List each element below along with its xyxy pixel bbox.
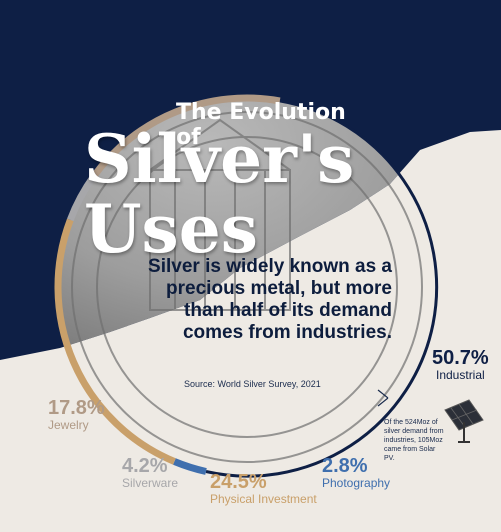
title-line-2: Silver's <box>84 120 355 198</box>
silverware-label-group: 4.2% Silverware <box>122 456 178 490</box>
jewelry-label-group: 17.8% Jewelry <box>48 398 105 432</box>
photography-label-group: 2.8% Photography <box>322 456 390 490</box>
title-line-1: The Evolution of <box>176 100 346 150</box>
silverware-percent: 4.2% <box>122 455 168 477</box>
ring-segment-silverware <box>67 174 97 222</box>
solar-panel-icon <box>444 399 484 443</box>
ring-segment-jewelry <box>91 94 281 179</box>
industrial-label: Industrial <box>436 368 485 382</box>
solar-note: Of the 524Moz of silver demand from indu… <box>384 419 444 462</box>
coin-image <box>58 98 436 463</box>
photography-percent: 2.8% <box>322 455 368 477</box>
industrial-label-group: 50.7% Industrial <box>432 348 489 382</box>
industrial-percent: 50.7% <box>432 347 489 369</box>
investment-percent: 24.5% <box>210 471 267 493</box>
title-line-3: Uses <box>84 190 258 268</box>
silverware-label: Silverware <box>122 476 179 490</box>
solar-bracket <box>377 389 389 407</box>
investment-label-group: 24.5% Physical Investment <box>210 472 317 506</box>
intro-text: Silver is widely known as a precious met… <box>148 256 392 343</box>
donut-ring <box>54 94 439 478</box>
jewelry-label: Jewelry <box>48 418 89 432</box>
source-text: Source: World Silver Survey, 2021 <box>184 379 321 389</box>
photography-label: Photography <box>322 476 391 490</box>
investment-label: Physical Investment <box>210 492 317 506</box>
jewelry-percent: 17.8% <box>48 397 105 419</box>
ring-segment-investment <box>54 218 176 465</box>
ring-segment-industrial <box>205 99 439 478</box>
ring-segment-photography <box>173 458 207 475</box>
